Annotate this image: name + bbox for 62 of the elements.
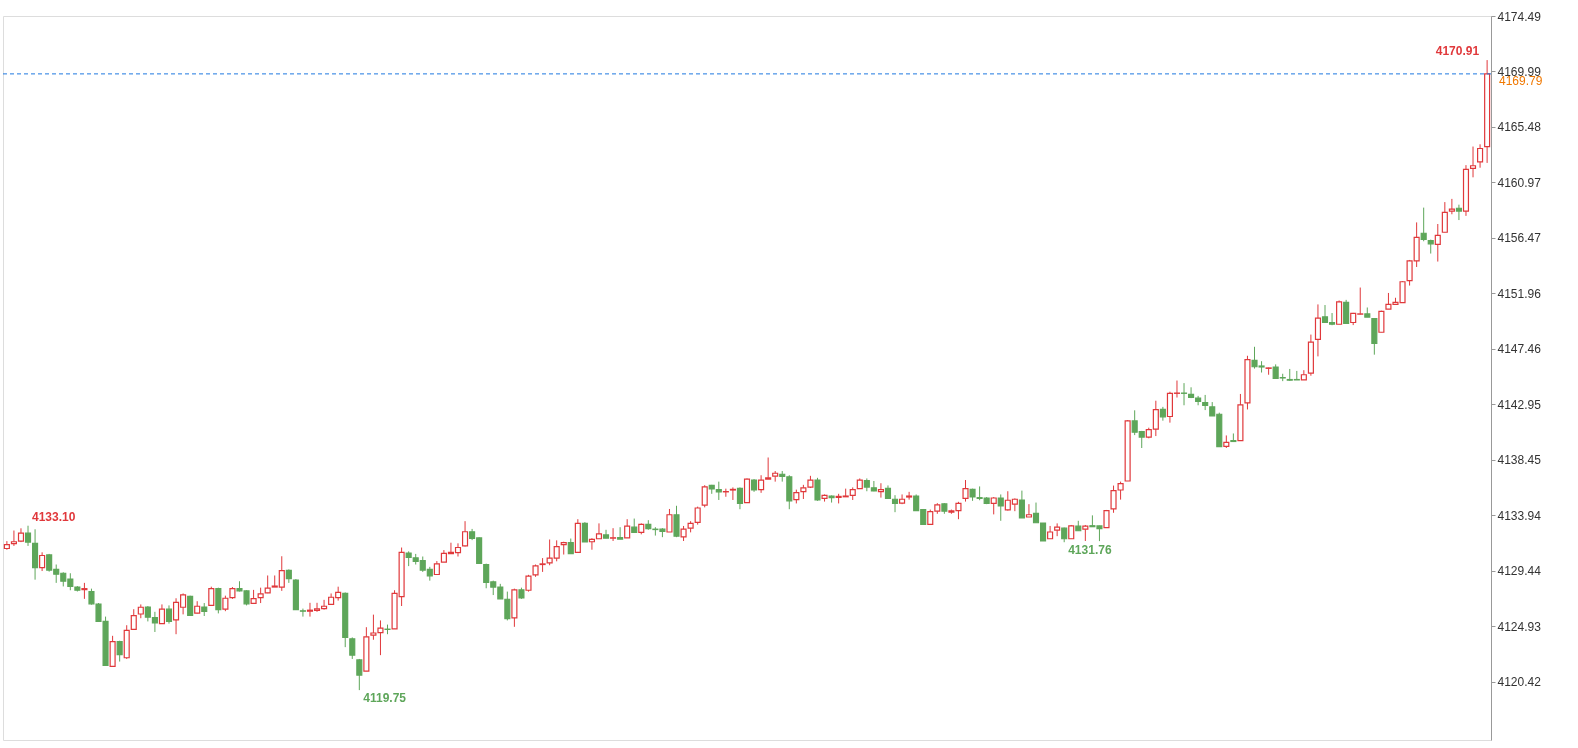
candlestick	[997, 493, 1004, 522]
candlestick	[39, 551, 46, 572]
candlestick	[814, 477, 821, 502]
y-tick-label: 4129.44	[1497, 564, 1542, 579]
candlestick	[673, 505, 680, 538]
candlestick	[610, 527, 617, 542]
y-tick-label: 4120.42	[1497, 675, 1542, 690]
annotation: 4133.10	[32, 509, 76, 524]
y-tick-label: 4160.97	[1497, 176, 1542, 190]
candlestick	[461, 520, 469, 548]
candlestick	[165, 604, 173, 625]
candlestick	[1336, 299, 1343, 325]
candlestick	[588, 537, 595, 551]
candlestick	[1420, 207, 1427, 242]
candlestick	[1018, 490, 1025, 519]
candlestick	[1469, 146, 1477, 178]
candlestick	[722, 488, 729, 498]
candlestick	[729, 486, 736, 501]
candlestick	[215, 587, 222, 614]
candlestick	[158, 603, 166, 625]
candlestick	[899, 493, 906, 505]
candlestick	[891, 494, 899, 513]
candlestick	[1054, 522, 1061, 537]
candlestick	[595, 522, 603, 540]
y-tick-label: 4147.46	[1497, 342, 1542, 357]
candlestick	[1434, 223, 1441, 263]
candlestick	[602, 529, 610, 539]
candlestick	[1441, 201, 1448, 233]
candlestick	[349, 636, 356, 660]
candlestick	[617, 526, 624, 540]
candlestick	[743, 477, 751, 504]
y-tick-label: 4138.45	[1497, 453, 1542, 468]
candlestick	[666, 508, 673, 533]
candlestick	[1455, 204, 1462, 221]
annotation: 4170.91	[1435, 44, 1480, 59]
candlestick	[1025, 503, 1033, 518]
candlestick	[208, 586, 215, 606]
y-tick-label: 4174.49	[1497, 9, 1542, 24]
candlestick	[299, 608, 306, 618]
candlestick	[1448, 198, 1455, 215]
y-tick-label: 4156.47	[1497, 231, 1542, 246]
candlestick	[906, 491, 913, 501]
candlestick	[130, 608, 137, 631]
candlestick	[24, 525, 32, 547]
candlestick	[1477, 143, 1484, 169]
annotation: 4119.75	[363, 691, 407, 706]
y-tick-label: 4165.48	[1497, 120, 1542, 135]
candlestick	[877, 482, 884, 499]
candlestick	[962, 479, 969, 503]
y-tick-label: 4124.93	[1497, 619, 1542, 634]
candlestick	[1343, 299, 1350, 324]
candlestick	[1314, 303, 1322, 357]
candlestick	[736, 486, 744, 510]
y-tick-label: 4142.95	[1497, 397, 1542, 412]
y-tick-label: 4133.94	[1497, 508, 1542, 523]
y-tick-label: 4151.96	[1497, 286, 1542, 301]
candlestick	[581, 521, 588, 543]
candlestick	[356, 658, 363, 691]
candlestick	[701, 484, 708, 508]
annotation: 4131.76	[1068, 543, 1112, 558]
candlestick	[624, 518, 631, 539]
candlestick	[1180, 382, 1188, 406]
